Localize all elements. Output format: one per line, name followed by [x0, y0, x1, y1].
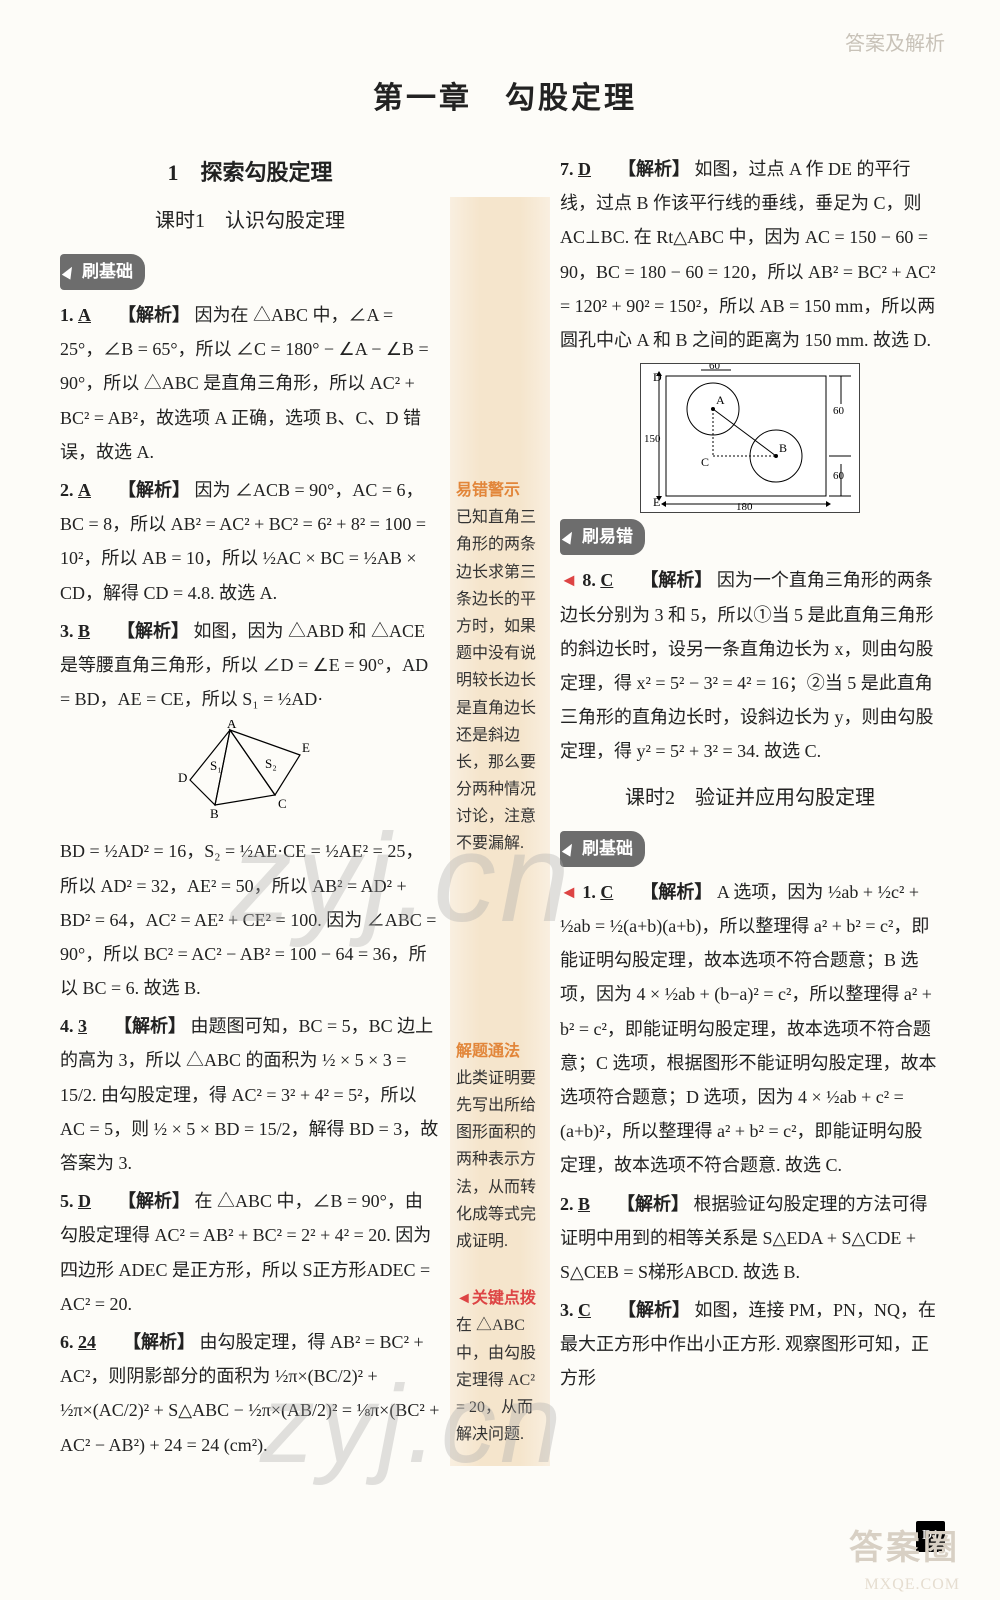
question-3b: 3. C 【解析】 如图，连接 PM，PN，NQ，在最大正方形中作出小正方形. …: [560, 1293, 940, 1396]
q-num: 5.: [60, 1191, 74, 1211]
note-text-2: 此类证明要先写出所给图形面积的两种表示方法，从而转化成等式完成证明.: [456, 1065, 544, 1255]
q-num: 2.: [560, 1194, 574, 1214]
left-column: 1 探索勾股定理 课时1 认识勾股定理 刷基础 1. A 【解析】 因为在 △A…: [60, 152, 450, 1466]
svg-text:60: 60: [833, 405, 845, 417]
header-label: 答案及解析: [845, 25, 945, 63]
q-text: 如图，连接 PM，PN，NQ，在最大正方形中作出小正方形. 观察图形可知，正方形: [560, 1300, 936, 1388]
answer: C: [600, 570, 613, 590]
question-1: 1. A 【解析】 因为在 △ABC 中，∠A = 25°，∠B = 65°，所…: [60, 298, 440, 469]
q-num: 2.: [60, 480, 74, 500]
svg-text:60: 60: [709, 364, 721, 372]
answer: C: [578, 1300, 591, 1320]
svg-text:D: D: [653, 370, 662, 384]
q-num: 3.: [560, 1300, 574, 1320]
svg-text:C: C: [701, 455, 709, 469]
tag-basics: 刷基础: [60, 254, 145, 290]
answer: B: [78, 621, 90, 641]
answer: 3: [78, 1016, 87, 1036]
note-title-1: 易错警示: [456, 477, 544, 504]
answer: 24: [78, 1332, 96, 1352]
answer: A: [78, 480, 91, 500]
analysis-label: 【解析】: [640, 570, 712, 590]
analysis-label: 【解析】: [618, 1300, 690, 1320]
question-2b: 2. B 【解析】 根据验证勾股定理的方法可得证明中用到的相等关系是 S△EDA…: [560, 1187, 940, 1290]
q-num: 4.: [60, 1016, 74, 1036]
q-text: 因为 ∠ACB = 90°，AC = 6，BC = 8，所以 AB² = AC²…: [60, 480, 426, 603]
question-7: 7. D 【解析】 如图，过点 A 作 DE 的平行线，过点 B 作该平行线的垂…: [560, 152, 940, 357]
right-column: 7. D 【解析】 如图，过点 A 作 DE 的平行线，过点 B 作该平行线的垂…: [550, 152, 940, 1466]
q-text: A 选项，因为 ½ab + ½c² + ½ab = ½(a+b)(a+b)，所以…: [560, 882, 937, 1176]
svg-text:D: D: [178, 770, 187, 785]
answer: B: [578, 1194, 590, 1214]
q-num: 6.: [60, 1332, 74, 1352]
answer: D: [78, 1191, 91, 1211]
tag-basics-2: 刷基础: [560, 831, 645, 867]
svg-text:S₂: S₂: [265, 756, 277, 771]
question-5: 5. D 【解析】 在 △ABC 中，∠B = 90°，由勾股定理得 AC² =…: [60, 1184, 440, 1321]
circles-diagram: A B C D E 60 150 180 60 60: [640, 363, 860, 513]
svg-text:S₁: S₁: [210, 758, 222, 773]
svg-text:A: A: [227, 720, 237, 731]
q-text-cont: BD = ½AD² = 16，S₂ = ½AE·CE = ½AE² = 25，所…: [60, 841, 436, 998]
question-1b: ◄ 1. C 【解析】 A 选项，因为 ½ab + ½c² + ½ab = ½(…: [560, 875, 940, 1183]
answer: A: [78, 305, 91, 325]
lesson2-heading: 课时2 验证并应用勾股定理: [560, 779, 940, 817]
q-num: 1.: [582, 882, 596, 902]
note-title-2: 解题通法: [456, 1038, 544, 1065]
question-2: 2. A 【解析】 因为 ∠ACB = 90°，AC = 6，BC = 8，所以…: [60, 473, 440, 610]
question-6: 6. 24 【解析】 由勾股定理，得 AB² = BC² + AC²，则阴影部分…: [60, 1325, 440, 1462]
svg-text:A: A: [716, 393, 725, 407]
analysis-label: 【解析】: [640, 882, 712, 902]
q-num: 3.: [60, 621, 74, 641]
note-title-3: 关键点拨: [472, 1290, 536, 1307]
svg-text:180: 180: [736, 501, 753, 513]
q-text: 因为一个直角三角形的两条边长分别为 3 和 5，所以①当 5 是此直角三角形的斜…: [560, 570, 934, 761]
arrow-icon: ◄: [560, 570, 578, 590]
answer: C: [600, 882, 613, 902]
question-8: ◄ 8. C 【解析】 因为一个直角三角形的两条边长分别为 3 和 5，所以①当…: [560, 563, 940, 768]
footer-url: MXQE.COM: [864, 1570, 960, 1600]
analysis-label: 【解析】: [617, 1194, 689, 1214]
svg-text:150: 150: [644, 433, 661, 445]
analysis-label: 【解析】: [618, 159, 690, 179]
content-columns: 1 探索勾股定理 课时1 认识勾股定理 刷基础 1. A 【解析】 因为在 △A…: [60, 152, 950, 1466]
lesson-heading: 课时1 认识勾股定理: [60, 202, 440, 240]
q-num: 1.: [60, 305, 74, 325]
tag-easy-wrong: 刷易错: [560, 519, 645, 555]
svg-text:C: C: [278, 796, 287, 811]
q-num: 8.: [582, 570, 596, 590]
chapter-title: 第一章 勾股定理: [60, 70, 950, 127]
note-text-1: 已知直角三角形的两条边长求第三条边长的平方时，如果题中没有说明较长边长是直角边长…: [456, 504, 544, 857]
margin-notes: 易错警示 已知直角三角形的两条边长求第三条边长的平方时，如果题中没有说明较长边长…: [450, 197, 550, 1466]
q-text: 根据验证勾股定理的方法可得证明中用到的相等关系是 S△EDA + S△CDE +…: [560, 1194, 928, 1282]
svg-text:B: B: [210, 806, 219, 821]
q-text: 在 △ABC 中，∠B = 90°，由勾股定理得 AC² = AB² + BC²…: [60, 1191, 431, 1314]
question-4: 4. 3 【解析】 由题图可知，BC = 5，BC 边上的高为 3，所以 △AB…: [60, 1009, 440, 1180]
analysis-label: 【解析】: [118, 1191, 190, 1211]
analysis-label: 【解析】: [123, 1332, 195, 1352]
analysis-label: 【解析】: [117, 621, 189, 641]
q-num: 7.: [560, 159, 574, 179]
triangle-diagram: A E D B C S₁ S₂: [160, 720, 330, 830]
q-text: 由题图可知，BC = 5，BC 边上的高为 3，所以 △ABC 的面积为 ½ ×…: [60, 1016, 438, 1173]
svg-text:B: B: [779, 441, 787, 455]
answer: D: [578, 159, 591, 179]
q-text: 如图，因为 △ABD 和 △ACE 是等腰直角三角形，所以 ∠D = ∠E = …: [60, 621, 428, 709]
arrow-icon: ◄: [560, 882, 578, 902]
q-text: 因为在 △ABC 中，∠A = 25°，∠B = 65°，所以 ∠C = 180…: [60, 305, 429, 462]
analysis-label: 【解析】: [118, 305, 190, 325]
analysis-label: 【解析】: [118, 480, 190, 500]
section-heading: 1 探索勾股定理: [60, 152, 440, 194]
analysis-label: 【解析】: [114, 1016, 186, 1036]
note-text-3: 在 △ABC 中，由勾股定理得 AC² = 20，从而解决问题.: [456, 1312, 544, 1448]
question-3: 3. B 【解析】 如图，因为 △ABD 和 △ACE 是等腰直角三角形，所以 …: [60, 614, 440, 1006]
arrow-icon: ◄: [456, 1290, 472, 1307]
svg-text:60: 60: [833, 470, 845, 482]
q-text: 如图，过点 A 作 DE 的平行线，过点 B 作该平行线的垂线，垂足为 C，则 …: [560, 159, 936, 350]
svg-text:E: E: [302, 740, 310, 755]
